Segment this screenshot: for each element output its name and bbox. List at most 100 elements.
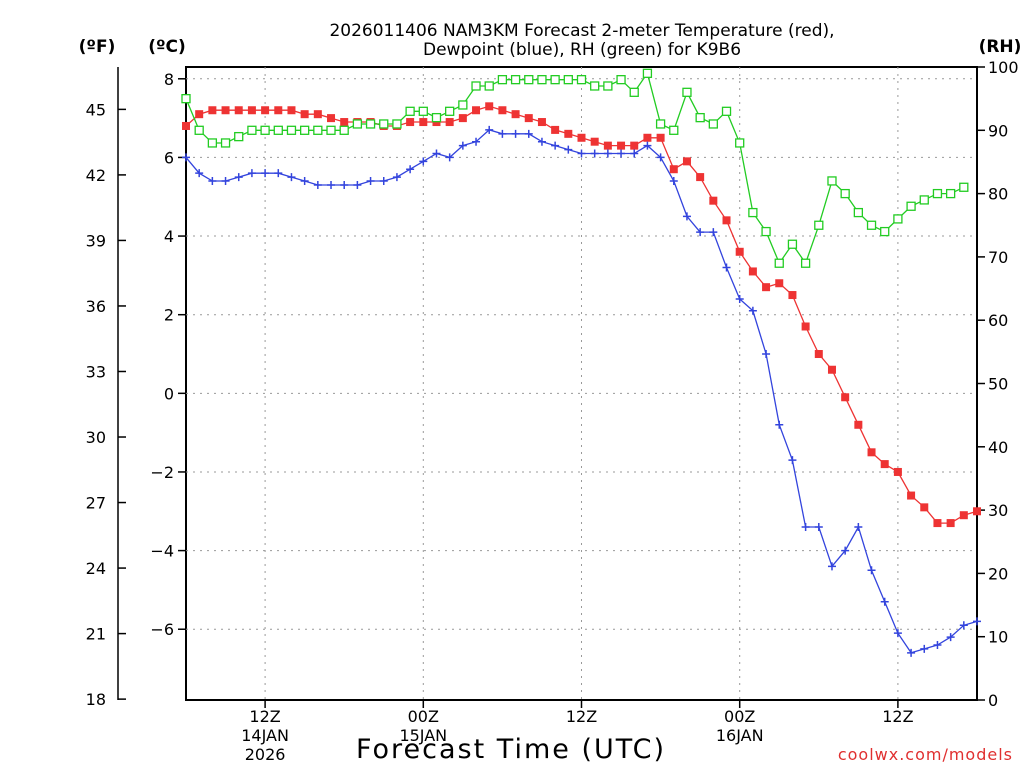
rh-point <box>510 75 521 85</box>
dewpoint-point <box>709 228 718 237</box>
temperature-point <box>682 157 691 166</box>
temperature-point <box>801 322 810 331</box>
celsius-tick-label: 8 <box>164 70 174 89</box>
rh-point <box>286 125 297 135</box>
temperature-point <box>313 110 322 119</box>
time-tick-label: 00Z <box>724 707 755 726</box>
dewpoint-point <box>234 173 243 182</box>
rh-point <box>616 75 626 85</box>
dewpoint-point <box>722 263 731 272</box>
rh-point <box>629 87 639 97</box>
dewpoint-point <box>445 153 454 162</box>
temperature-point <box>590 137 599 146</box>
fahrenheit-tick-label: 45 <box>86 100 106 119</box>
rh-point <box>880 226 890 237</box>
dewpoint-point <box>551 141 560 150</box>
time-tick-label: 12Z <box>882 707 913 726</box>
rh-point <box>392 119 402 129</box>
dewpoint-series <box>182 125 981 657</box>
temperature-point <box>287 106 296 115</box>
dewpoint-point <box>379 177 388 186</box>
rh-point <box>458 100 468 110</box>
dewpoint-point <box>827 562 836 571</box>
left-unit-celsius: (ºC) <box>148 37 186 57</box>
dewpoint-point <box>748 306 757 315</box>
temperature-point <box>551 125 560 134</box>
rh-point <box>655 119 666 129</box>
temperature-point <box>182 121 190 130</box>
rh-point <box>682 87 692 97</box>
dewpoint-point <box>261 169 270 178</box>
rh-tick-label: 20 <box>988 564 1008 583</box>
temperature-point <box>959 511 968 520</box>
rh-point <box>932 188 943 199</box>
rh-point <box>959 182 969 192</box>
temperature-point <box>775 279 784 288</box>
temperature-point <box>511 110 520 119</box>
rh-point <box>563 75 573 85</box>
rh-point <box>669 125 679 135</box>
rh-tick-label: 10 <box>988 628 1008 647</box>
rh-point <box>247 125 257 135</box>
temperature-point <box>537 118 546 127</box>
dewpoint-point <box>867 566 876 575</box>
rh-point <box>945 188 956 199</box>
celsius-tick-label: 0 <box>164 384 174 403</box>
dewpoint-point <box>498 129 507 138</box>
rh-point <box>550 75 560 85</box>
dewpoint-point <box>340 180 349 189</box>
dewpoint-point <box>432 149 441 158</box>
temperature-point <box>524 114 533 123</box>
rh-point <box>735 138 745 148</box>
dewpoint-point <box>419 157 428 166</box>
dewpoint-point <box>472 137 481 146</box>
temperature-point <box>617 141 626 150</box>
rh-point <box>207 138 218 148</box>
rh-point <box>761 226 771 237</box>
time-tick-label: 12Z <box>249 707 280 726</box>
x-axis-title: Forecast Time (UTC) <box>356 734 666 765</box>
temperature-point <box>327 114 336 123</box>
left-unit-fahrenheit: (ºF) <box>79 37 116 57</box>
rh-point <box>365 119 376 129</box>
dewpoint-point <box>920 644 929 653</box>
rh-point <box>194 125 204 135</box>
temperature-point <box>300 110 309 119</box>
temperature-point <box>735 247 744 256</box>
rh-point <box>866 220 877 230</box>
rh-point <box>787 239 798 249</box>
dewpoint-point <box>762 350 771 359</box>
dewpoint-point <box>327 180 336 189</box>
chart-title-line1: 2026011406 NAM3KM Forecast 2-meter Tempe… <box>329 21 834 41</box>
rh-tick-label: 80 <box>988 185 1008 204</box>
rh-point <box>524 75 534 85</box>
time-tick-label: 12Z <box>566 707 597 726</box>
temperature-point <box>577 133 586 142</box>
dewpoint-point <box>247 169 256 178</box>
rh-point <box>234 131 244 142</box>
dewpoint-point <box>313 180 322 189</box>
dewpoint-point <box>973 617 981 626</box>
temperature-point <box>748 267 757 276</box>
temperature-point <box>709 196 718 205</box>
fahrenheit-tick-label: 21 <box>86 625 106 644</box>
dewpoint-point <box>392 173 401 182</box>
dewpoint-point <box>366 177 375 186</box>
rh-axis: 100 90 80 70 60 50 40 30 20 10 0 <box>988 58 1019 710</box>
dewpoint-point <box>788 456 797 465</box>
temperature-point <box>788 291 797 300</box>
temperature-point <box>221 106 230 115</box>
rh-point <box>576 75 587 85</box>
temperature-point <box>643 133 652 142</box>
dewpoint-point <box>682 212 691 221</box>
dewpoint-point <box>195 169 204 178</box>
temperature-point <box>498 106 507 115</box>
rh-tick-label: 100 <box>988 58 1019 77</box>
rh-point <box>220 138 231 148</box>
rh-point <box>603 81 613 91</box>
rh-point <box>774 258 784 268</box>
temperature-point <box>841 393 850 402</box>
temperature-point <box>208 106 217 115</box>
dewpoint-point <box>564 145 573 154</box>
fahrenheit-tick-label: 30 <box>86 428 106 447</box>
